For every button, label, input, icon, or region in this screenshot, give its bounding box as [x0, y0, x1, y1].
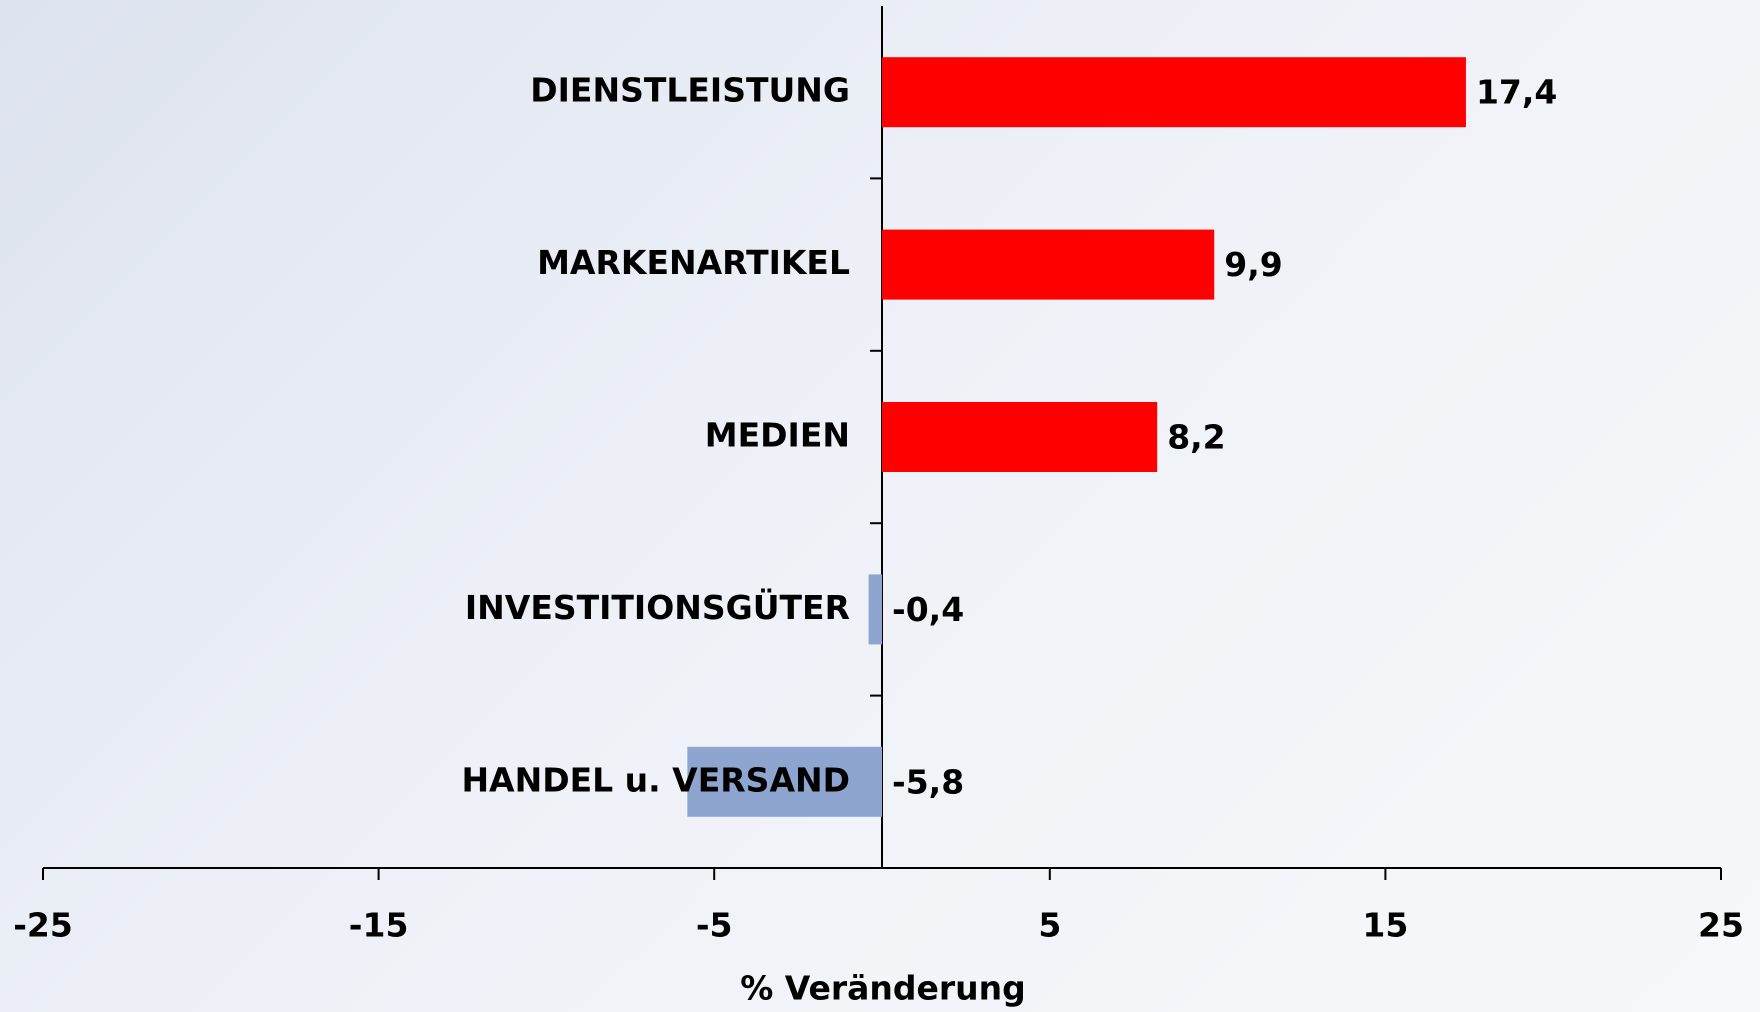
- bar: [687, 746, 882, 817]
- value-label: -5,8: [892, 762, 964, 801]
- x-tick-label: 15: [1362, 906, 1408, 945]
- category-label: DIENSTLEISTUNG: [530, 71, 850, 110]
- x-tick-label: 25: [1698, 906, 1744, 945]
- x-tick-label: -25: [13, 906, 73, 945]
- x-tick-label: 5: [1038, 906, 1061, 945]
- value-label: -0,4: [892, 590, 964, 629]
- bar: [868, 574, 882, 645]
- x-tick-label: -15: [349, 906, 409, 945]
- x-axis-label: % Veränderung: [740, 969, 1026, 1008]
- bar: [882, 57, 1466, 128]
- category-label: MARKENARTIKEL: [537, 243, 850, 282]
- x-tick-label: -5: [696, 906, 733, 945]
- bar: [882, 402, 1158, 472]
- value-label: 17,4: [1476, 73, 1557, 112]
- value-label: 9,9: [1224, 245, 1282, 284]
- category-label: MEDIEN: [705, 416, 850, 455]
- category-label: INVESTITIONSGÜTER: [465, 587, 850, 627]
- category-label: HANDEL u. VERSAND: [461, 760, 850, 799]
- value-label: 8,2: [1167, 418, 1225, 457]
- bar: [882, 229, 1215, 300]
